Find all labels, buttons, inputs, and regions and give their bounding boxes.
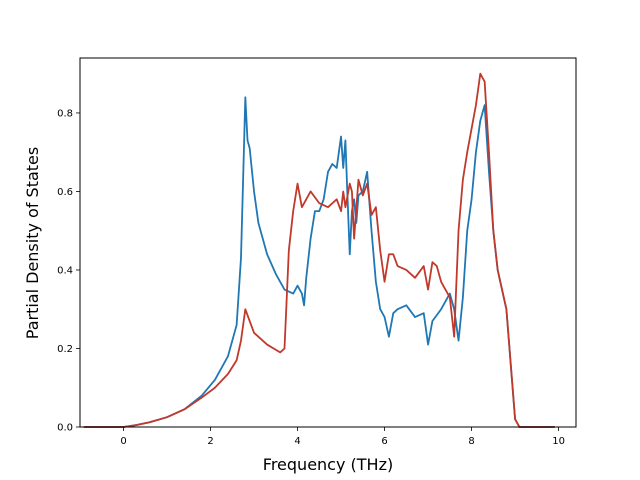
series-line-1 <box>83 96 556 428</box>
y-tick-label: 0.0 <box>57 423 73 434</box>
series-layer <box>83 72 556 428</box>
x-tick-label: 0 <box>120 436 126 447</box>
y-tick-label: 0.4 <box>57 265 73 276</box>
x-tick-label: 8 <box>468 436 474 447</box>
x-axis-title: Frequency (THz) <box>263 455 393 474</box>
series-line-2 <box>83 72 556 428</box>
y-axis-ticks: 0.0 0.2 0.4 0.6 0.8 <box>57 108 80 434</box>
x-tick-label: 6 <box>381 436 387 447</box>
x-tick-label: 2 <box>207 436 213 447</box>
axes-frame <box>79 57 577 428</box>
plot-area <box>80 58 576 427</box>
x-tick-label: 10 <box>552 436 565 447</box>
y-axis-title: Partial Density of States <box>23 147 42 339</box>
y-tick-label: 0.8 <box>57 108 73 119</box>
x-tick-label: 4 <box>294 436 300 447</box>
plot-background <box>80 58 576 427</box>
axes-border <box>79 57 577 428</box>
x-axis-ticks: 0 2 4 6 8 10 <box>120 427 565 447</box>
y-tick-label: 0.2 <box>57 344 73 355</box>
y-tick-label: 0.6 <box>57 187 73 198</box>
